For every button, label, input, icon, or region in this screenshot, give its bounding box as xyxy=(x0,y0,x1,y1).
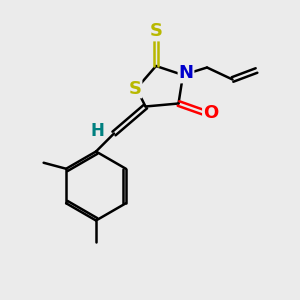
Text: S: S xyxy=(149,22,163,40)
Text: O: O xyxy=(203,103,218,122)
Text: S: S xyxy=(128,80,142,98)
Text: N: N xyxy=(178,64,194,82)
Text: H: H xyxy=(91,122,104,140)
